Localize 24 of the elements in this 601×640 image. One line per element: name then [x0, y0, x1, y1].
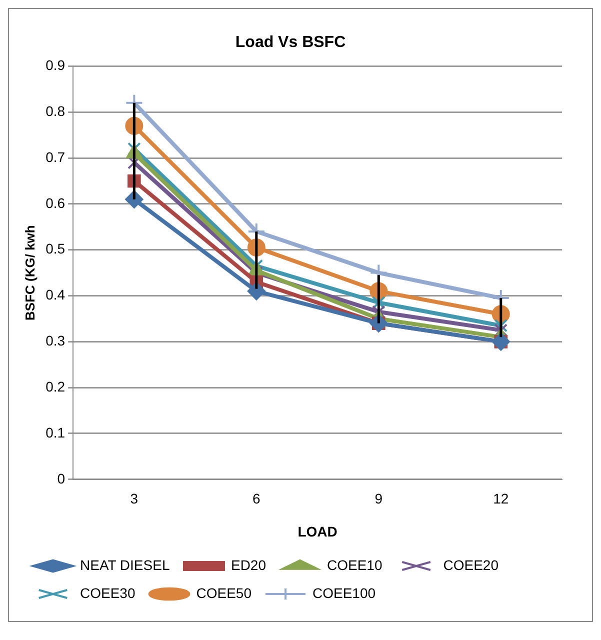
legend-label: COEE50 — [196, 584, 252, 601]
y-tick-label: 0.5 — [46, 240, 66, 257]
legend-label: NEAT DIESEL — [80, 556, 170, 573]
y-tick-label: 0 — [57, 470, 66, 486]
legend-label: COEE20 — [443, 556, 499, 573]
y-tick-label: 0.4 — [46, 286, 66, 303]
y-axis-title: BSFC (KG/ kwh — [22, 225, 38, 320]
legend-label: COEE30 — [80, 584, 136, 601]
legend-label: COEE10 — [327, 556, 382, 573]
x-tick-label: 12 — [493, 490, 509, 507]
legend-label: ED20 — [230, 556, 266, 573]
y-tick-label: 0.8 — [46, 102, 66, 119]
legend-label: COEE100 — [312, 584, 376, 601]
y-tick-label: 0.3 — [46, 332, 66, 349]
x-tick-label: 3 — [130, 490, 138, 507]
chart-title: Load Vs BSFC — [235, 34, 346, 52]
y-tick-label: 0.7 — [46, 148, 66, 165]
y-tick-label: 0.2 — [46, 378, 66, 394]
x-axis-title: LOAD — [298, 523, 338, 540]
y-tick-label: 0.6 — [46, 194, 66, 211]
x-tick-label: 6 — [252, 490, 261, 507]
y-tick-label: 0.9 — [46, 57, 66, 74]
y-tick-label: 0.1 — [46, 424, 66, 440]
x-tick-label: 9 — [374, 490, 383, 507]
